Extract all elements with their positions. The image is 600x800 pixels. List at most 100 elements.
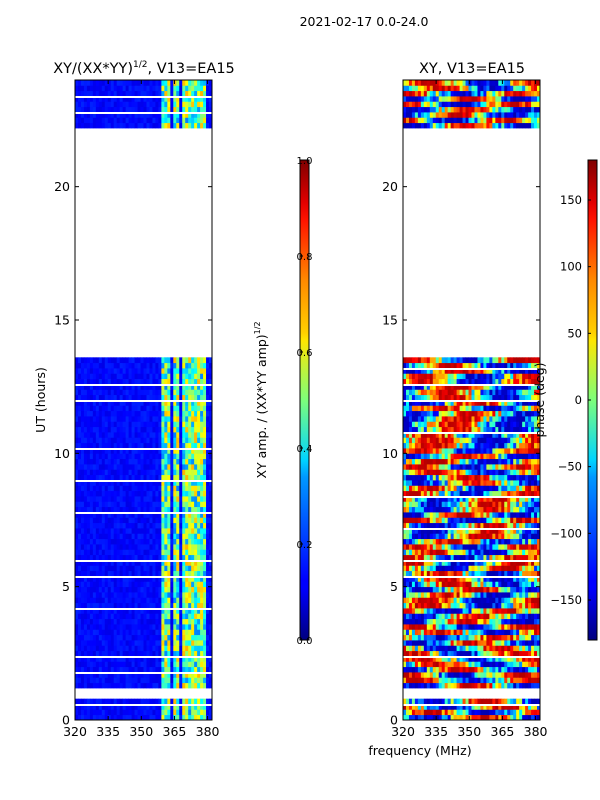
heatmap-cell: [110, 90, 115, 97]
heatmap-cell: [200, 112, 204, 118]
heatmap-cell: [206, 458, 210, 465]
heatmap-cell: [83, 512, 88, 518]
heatmap-cell: [206, 576, 210, 582]
heatmap-cell: [75, 112, 79, 118]
heatmap-cell: [122, 682, 127, 689]
heatmap-cell: [465, 608, 469, 614]
heatmap-cell: [107, 666, 112, 673]
heatmap-cell: [474, 570, 478, 577]
heatmap-cell: [167, 405, 171, 412]
heatmap-cell: [194, 384, 198, 390]
heatmap-cell: [206, 645, 210, 652]
heatmap-cell: [146, 650, 150, 657]
heatmap-cell: [209, 410, 212, 417]
heatmap-cell: [498, 538, 502, 545]
heatmap-cell: [143, 714, 147, 720]
heatmap-cell: [80, 378, 85, 385]
heatmap-cell: [107, 565, 112, 572]
heatmap-cell: [86, 453, 91, 460]
heatmap-cell: [200, 373, 204, 380]
heatmap-cell: [161, 682, 165, 689]
heatmap-cell: [101, 650, 106, 657]
heatmap-cell: [143, 634, 147, 641]
heatmap-cell: [80, 106, 85, 113]
heatmap-cell: [197, 522, 201, 529]
heatmap-cell: [167, 602, 171, 609]
heatmap-cell: [86, 474, 91, 481]
heatmap-cell: [140, 480, 144, 486]
heatmap-cell: [459, 560, 463, 566]
heatmap-cell: [477, 709, 481, 716]
heatmap-cell: [152, 442, 156, 449]
heatmap-cell: [179, 357, 183, 364]
heatmap-cell: [152, 538, 156, 545]
heatmap-cell: [98, 554, 103, 561]
heatmap-cell: [80, 538, 85, 545]
heatmap-cell: [128, 501, 132, 508]
heatmap-cell: [179, 474, 183, 481]
heatmap-cell: [143, 512, 147, 518]
heatmap-cell: [194, 565, 198, 572]
heatmap-cell: [528, 645, 532, 652]
heatmap-cell: [107, 586, 112, 593]
heatmap-cell: [468, 581, 472, 588]
heatmap-cell: [98, 629, 103, 636]
heatmap-cell: [86, 698, 91, 705]
heatmap-cell: [119, 368, 124, 374]
heatmap-cell: [119, 608, 124, 614]
heatmap-cell: [110, 522, 115, 529]
heatmap-cell: [209, 485, 212, 492]
heatmap-cell: [197, 528, 201, 534]
heatmap-cell: [119, 442, 124, 449]
heatmap-cell: [459, 640, 463, 646]
heatmap-cell: [441, 586, 446, 593]
heatmap-cell: [110, 528, 115, 534]
heatmap-cell: [131, 560, 135, 566]
heatmap-cell: [414, 645, 419, 652]
heatmap-cell: [98, 586, 103, 593]
heatmap-cell: [110, 682, 115, 689]
heatmap-cell: [98, 378, 103, 385]
heatmap-cell: [128, 410, 132, 417]
heatmap-cell: [134, 416, 138, 422]
heatmap-cell: [83, 90, 88, 97]
heatmap-cell: [152, 474, 156, 481]
heatmap-cell: [176, 421, 180, 428]
heatmap-cell: [188, 544, 192, 550]
heatmap-cell: [83, 682, 88, 689]
heatmap-cell: [209, 549, 212, 556]
heatmap-cell: [441, 666, 446, 673]
heatmap-cell: [152, 549, 156, 556]
heatmap-cell: [134, 560, 138, 566]
heatmap-cell: [149, 432, 153, 438]
heatmap-cell: [77, 117, 82, 124]
heatmap-cell: [534, 538, 538, 545]
heatmap-cell: [134, 368, 138, 374]
heatmap-cell: [83, 656, 88, 662]
heatmap-cell: [197, 576, 201, 582]
heatmap-cell: [131, 416, 135, 422]
heatmap-cell: [191, 485, 195, 492]
heatmap-cell: [432, 554, 437, 561]
heatmap-cell: [149, 661, 153, 668]
heatmap-cell: [534, 634, 538, 641]
heatmap-cell: [182, 410, 186, 417]
heatmap-cell: [122, 405, 127, 412]
heatmap-cell: [426, 565, 431, 572]
heatmap-cell: [125, 517, 130, 524]
heatmap-cell: [107, 709, 112, 716]
heatmap-cell: [75, 384, 79, 390]
heatmap-cell: [158, 528, 162, 534]
heatmap-cell: [176, 96, 180, 102]
heatmap-cell: [471, 682, 475, 689]
heatmap-cell: [510, 554, 514, 561]
heatmap-cell: [158, 656, 162, 662]
heatmap-cell: [122, 416, 127, 422]
heatmap-cell: [206, 549, 210, 556]
heatmap-cell: [197, 682, 201, 689]
heatmap-cell: [134, 410, 138, 417]
heatmap-cell: [501, 597, 505, 604]
heatmap-cell: [164, 437, 168, 444]
heatmap-cell: [459, 586, 463, 593]
heatmap-cell: [113, 517, 118, 524]
